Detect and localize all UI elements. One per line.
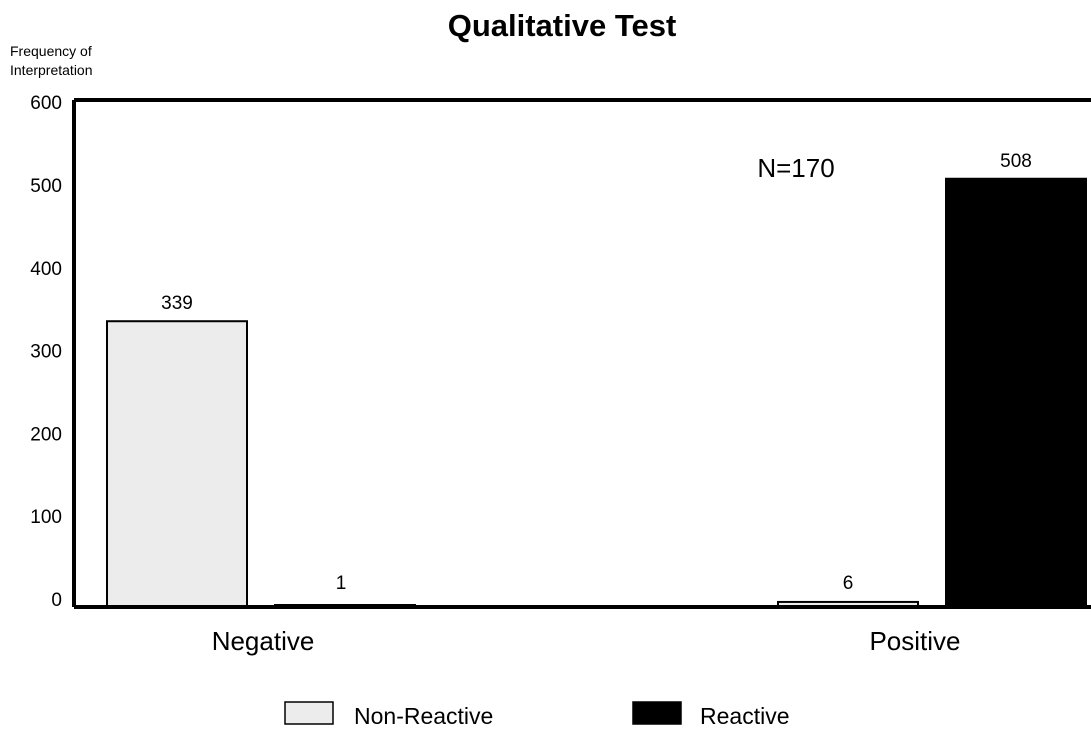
data-label-negative-non-reactive: 339 <box>161 293 193 314</box>
legend-swatch-non-reactive <box>284 701 334 725</box>
bar-positive-reactive <box>945 177 1087 608</box>
y-axis-label-line-2: Interpretation <box>10 62 93 78</box>
x-tick-label-positive: Positive <box>869 626 960 656</box>
y-tick-label: 200 <box>30 424 62 445</box>
y-axis-label-line-1: Frequency of <box>10 43 92 59</box>
y-tick-label: 600 <box>30 93 62 114</box>
y-tick-label: 0 <box>51 590 62 611</box>
x-tick-label-negative: Negative <box>212 626 315 656</box>
data-labels: 339 1 6 508 <box>161 151 1032 594</box>
x-axis-ticks: Negative Positive <box>212 626 961 656</box>
y-tick-label: 400 <box>30 259 62 280</box>
legend-swatch-reactive <box>632 701 682 725</box>
data-label-positive-non-reactive: 6 <box>843 573 854 594</box>
chart-title: Qualitative Test <box>448 8 677 43</box>
data-label-negative-reactive: 1 <box>336 573 347 594</box>
legend-label-reactive: Reactive <box>700 703 789 729</box>
y-tick-label: 500 <box>30 176 62 197</box>
bars <box>106 177 1087 609</box>
y-tick-label: 100 <box>30 507 62 528</box>
y-tick-label: 300 <box>30 342 62 363</box>
bar-negative-non-reactive <box>106 320 248 608</box>
sample-size-annotation: N=170 <box>757 153 834 183</box>
y-axis-ticks: 0 100 200 300 400 500 600 <box>30 93 62 611</box>
data-label-positive-reactive: 508 <box>1000 151 1032 172</box>
legend: Non-Reactive Reactive <box>284 701 789 729</box>
legend-label-non-reactive: Non-Reactive <box>354 703 493 729</box>
